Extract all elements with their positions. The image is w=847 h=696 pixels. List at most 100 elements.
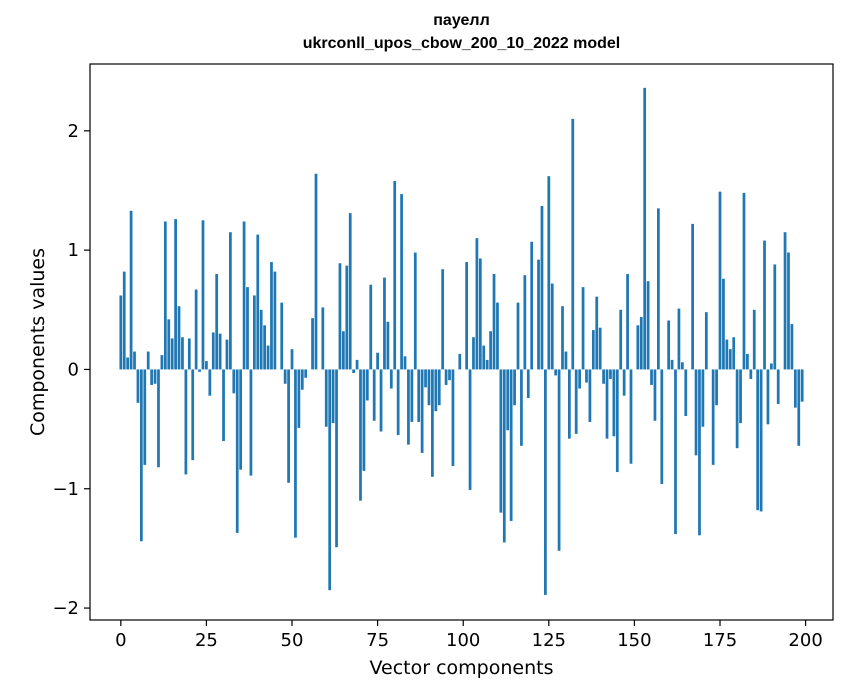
bar — [691, 223, 694, 370]
bar — [314, 173, 318, 370]
bar — [242, 221, 246, 370]
bar — [800, 369, 804, 402]
chart-title-line1: пауелл — [433, 12, 490, 29]
y-tick-label: 2 — [68, 121, 79, 142]
bar — [139, 369, 143, 542]
bar — [698, 369, 701, 536]
bar — [735, 369, 739, 449]
bar — [383, 277, 386, 370]
bar — [300, 369, 304, 390]
bar — [119, 295, 123, 370]
bar — [177, 306, 181, 370]
bar — [746, 353, 749, 370]
bar — [297, 369, 301, 428]
bar — [605, 369, 609, 439]
bar — [588, 369, 592, 422]
bar — [773, 264, 777, 370]
x-axis-label: Vector components — [369, 657, 554, 679]
bar — [153, 369, 157, 384]
bar — [393, 180, 397, 370]
bar — [749, 369, 753, 379]
y-tick-label: −1 — [52, 479, 79, 500]
bar — [752, 309, 756, 370]
bar — [489, 331, 492, 370]
bar — [530, 241, 534, 370]
x-tick-label: 50 — [281, 630, 304, 651]
x-tick-label: 75 — [366, 630, 389, 651]
bar — [403, 356, 407, 370]
bar — [348, 213, 352, 370]
bar — [181, 337, 184, 370]
bar — [629, 369, 633, 464]
bar — [718, 191, 722, 370]
bar — [434, 369, 438, 412]
bar — [554, 369, 558, 376]
bar — [389, 369, 393, 389]
bar — [448, 369, 451, 381]
bar — [362, 369, 366, 471]
y-axis-label: Components values — [27, 247, 49, 437]
bar — [667, 320, 671, 370]
bar — [458, 353, 462, 370]
bar — [283, 369, 287, 384]
bar — [523, 275, 527, 370]
bar — [270, 262, 273, 370]
bar — [420, 369, 424, 453]
bar — [304, 369, 308, 378]
bar — [492, 273, 496, 370]
bar — [475, 238, 479, 370]
bar — [331, 369, 335, 424]
bar — [136, 369, 140, 403]
bar — [619, 309, 623, 370]
bar — [444, 369, 448, 385]
bar — [636, 325, 640, 370]
bar — [335, 369, 338, 548]
bar — [520, 369, 523, 446]
bar — [657, 208, 660, 370]
y-tick-label: −2 — [52, 598, 79, 619]
bar — [359, 369, 362, 501]
bar — [680, 362, 684, 370]
bar — [646, 281, 650, 370]
bar — [163, 221, 167, 370]
bar — [249, 369, 253, 476]
bar — [595, 296, 599, 370]
bar — [294, 369, 297, 538]
bar — [485, 359, 489, 370]
bar — [759, 369, 763, 512]
bar — [540, 205, 544, 370]
x-tick-label: 150 — [617, 630, 651, 651]
bar — [417, 369, 421, 422]
bar — [739, 369, 742, 424]
bar — [187, 338, 191, 370]
bar — [266, 345, 270, 370]
bar — [451, 369, 455, 467]
bar — [701, 369, 705, 427]
bar — [468, 369, 472, 490]
bar — [352, 369, 356, 374]
bar — [732, 337, 736, 370]
bar — [184, 369, 188, 475]
bar — [677, 308, 681, 370]
bar — [259, 309, 263, 370]
bar — [396, 369, 400, 436]
bar — [146, 351, 150, 370]
bar — [431, 369, 434, 477]
bar — [591, 330, 595, 370]
bar — [345, 265, 349, 370]
bar — [386, 321, 390, 370]
bar — [252, 295, 256, 370]
bar — [609, 369, 612, 379]
bar — [229, 232, 232, 370]
x-tick-label: 25 — [195, 630, 218, 651]
bar — [643, 87, 647, 370]
bar — [766, 369, 770, 425]
bar — [167, 319, 171, 370]
bar — [728, 349, 732, 370]
bar — [496, 302, 499, 370]
bar — [574, 369, 578, 434]
bar — [133, 351, 136, 370]
bar — [239, 369, 243, 470]
